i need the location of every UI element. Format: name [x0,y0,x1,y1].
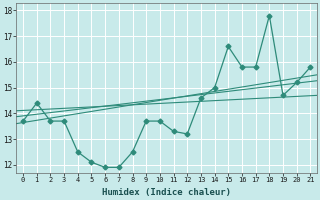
X-axis label: Humidex (Indice chaleur): Humidex (Indice chaleur) [102,188,231,197]
